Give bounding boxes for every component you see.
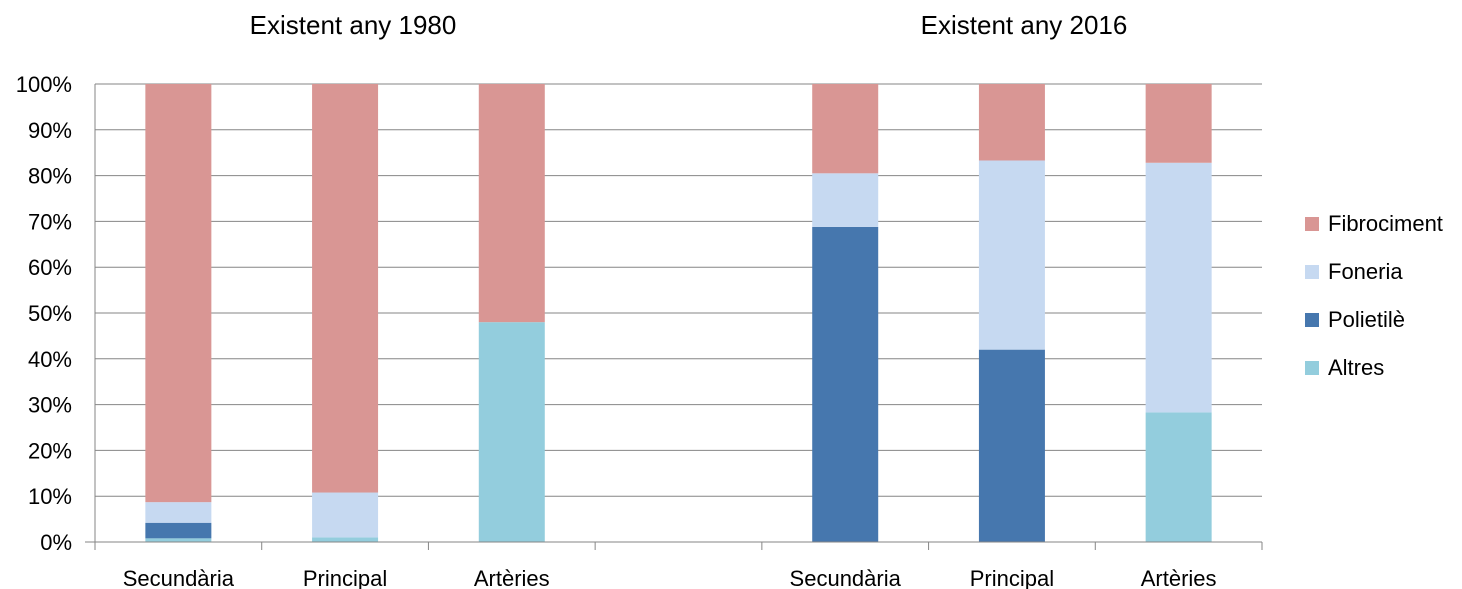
legend-label-fibrociment: Fibrociment [1328, 211, 1443, 236]
x-tick-label: Artèries [1141, 566, 1217, 589]
y-tick-label: 0% [40, 530, 72, 555]
bar-segment-fibrociment [812, 84, 879, 174]
legend: Fibrociment Foneria Polietilè Altres [1305, 200, 1443, 392]
x-tick-label: Artèries [474, 566, 550, 589]
bar-segment-foneria [978, 160, 1045, 350]
y-tick-label: 60% [28, 255, 72, 280]
legend-swatch-altres [1305, 361, 1319, 375]
legend-swatch-foneria [1305, 265, 1319, 279]
bar-segment-fibrociment [312, 84, 379, 493]
y-tick-label: 80% [28, 164, 72, 189]
bar-segment-fibrociment [1145, 84, 1212, 163]
y-tick-label: 40% [28, 347, 72, 372]
y-tick-label: 90% [28, 118, 72, 143]
legend-item-altres: Altres [1305, 344, 1443, 392]
legend-label-polietile: Polietilè [1328, 307, 1406, 332]
bar-segment-altres [145, 538, 212, 542]
legend-swatch-polietile [1305, 313, 1319, 327]
y-tick-label: 20% [28, 438, 72, 463]
legend-item-foneria: Foneria [1305, 248, 1443, 296]
bar-segment-foneria [145, 502, 212, 523]
x-tick-label: Principal [970, 566, 1054, 589]
y-tick-label: 100% [16, 72, 72, 97]
y-tick-label: 70% [28, 209, 72, 234]
y-tick-label: 50% [28, 301, 72, 326]
legend-label-altres: Altres [1328, 355, 1385, 380]
bar-segment-foneria [312, 492, 379, 538]
bar-segment-fibrociment [478, 84, 545, 323]
y-tick-label: 10% [28, 484, 72, 509]
bar-segment-foneria [1145, 162, 1212, 413]
bar-segment-altres [478, 322, 545, 542]
legend-item-polietile: Polietilè [1305, 296, 1443, 344]
x-tick-label: Secundària [123, 566, 235, 589]
x-tick-label: Secundària [790, 566, 902, 589]
legend-swatch-fibrociment [1305, 217, 1319, 231]
x-tick-label: Principal [303, 566, 387, 589]
bar-segment-polietilè [978, 349, 1045, 542]
legend-item-fibrociment: Fibrociment [1305, 200, 1443, 248]
chart-title-2016: Existent any 2016 [920, 10, 1128, 40]
bar-segment-altres [312, 537, 379, 542]
bar-segment-polietilè [812, 226, 879, 542]
bar-segment-fibrociment [978, 84, 1045, 161]
y-tick-label: 30% [28, 393, 72, 418]
bar-segment-polietilè [145, 522, 212, 539]
bar-segment-foneria [812, 173, 879, 227]
legend-label-foneria: Foneria [1328, 259, 1403, 284]
bar-segment-fibrociment [145, 84, 212, 503]
bar-segment-altres [1145, 412, 1212, 542]
chart-title-1980: Existent any 1980 [249, 10, 457, 40]
